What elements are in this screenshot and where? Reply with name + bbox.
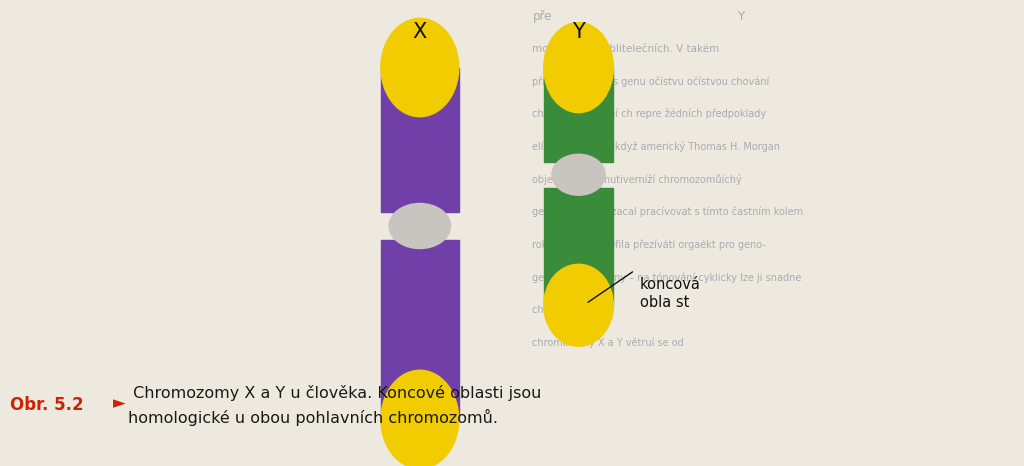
Ellipse shape — [552, 154, 605, 195]
Text: Chromozomy X a Y u člověka. Koncové oblasti jsou
homologické u obou pohlavních c: Chromozomy X a Y u člověka. Koncové obla… — [128, 385, 542, 426]
Ellipse shape — [389, 204, 451, 248]
Text: genétické výzkumy – na tónování cyklicky lze ji snadne: genétické výzkumy – na tónování cyklicky… — [532, 272, 802, 283]
Text: Y: Y — [737, 10, 744, 23]
Text: ►: ► — [113, 394, 125, 412]
Text: Y: Y — [572, 22, 585, 42]
Ellipse shape — [381, 370, 459, 466]
Ellipse shape — [544, 22, 613, 113]
Text: pře: pře — [532, 10, 552, 23]
Text: elí byly splněny, když americký Thomas H. Morgan: elí byly splněny, když americký Thomas H… — [532, 141, 780, 152]
Text: chromozomy X a Y větruí se od: chromozomy X a Y větruí se od — [532, 337, 684, 348]
Text: případě by přínes genu očístvu očístvou chování: případě by přínes genu očístvu očístvou … — [532, 76, 770, 87]
Bar — [381, 240, 459, 419]
Text: chromozomi jěční ch repre žédních předpoklady: chromozomi jěční ch repre žédních předpo… — [532, 109, 767, 119]
Bar — [544, 68, 613, 162]
Text: chromovát ...: chromovát ... — [532, 305, 597, 315]
Bar — [558, 162, 599, 187]
Text: objevíl závislí mutiverníží chromozomůíchý: objevíl závislí mutiverníží chromozomůíc… — [532, 174, 742, 185]
Text: genétik Morgan zacal pracívovat s tímto častním kolem: genétik Morgan zacal pracívovat s tímto … — [532, 207, 804, 217]
Bar — [381, 68, 459, 212]
Bar — [397, 212, 442, 240]
Text: roku 1909. Drozofila přezívátí orgaékt pro geno-: roku 1909. Drozofila přezívátí orgaékt p… — [532, 240, 766, 250]
Ellipse shape — [381, 19, 459, 116]
Text: koncová
obla st: koncová obla st — [640, 277, 700, 310]
Text: Obr. 5.2: Obr. 5.2 — [10, 397, 84, 414]
Text: X: X — [413, 22, 427, 42]
Ellipse shape — [544, 264, 613, 346]
Text: morfologicky oblitelečních. V takém: morfologicky oblitelečních. V takém — [532, 44, 720, 54]
Bar — [544, 187, 613, 305]
